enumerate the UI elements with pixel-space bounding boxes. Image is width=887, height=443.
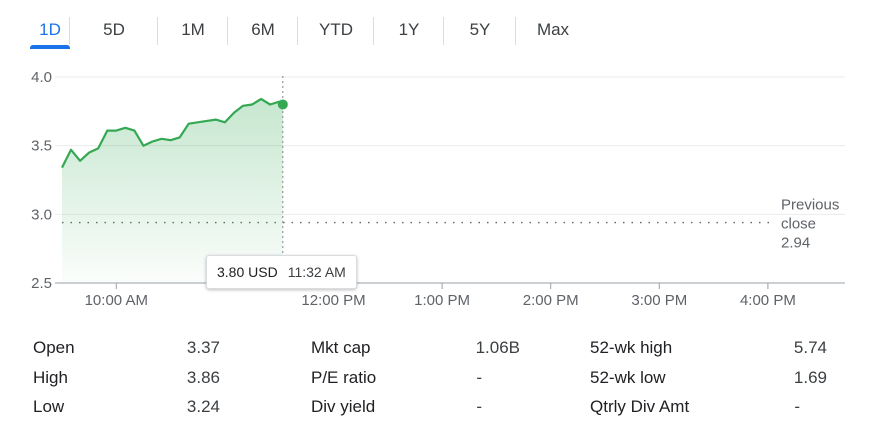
- stat-value: 5.74: [793, 338, 827, 357]
- tab-label: YTD: [319, 20, 353, 39]
- stat-value: 3.86: [186, 367, 220, 387]
- stat-label: High: [33, 367, 68, 387]
- y-axis: 4.0 3.5 3.0 2.5: [31, 69, 52, 292]
- stat-label: Mkt cap: [311, 338, 371, 357]
- tab-label: Max: [536, 20, 570, 39]
- tab-1d[interactable]: 1D: [30, 14, 70, 49]
- y-tick-label: 2.5: [31, 275, 52, 292]
- key-stats: Open 3.37 Mkt cap 1.06B 52-wk high 5.74 …: [0, 333, 887, 422]
- price-tooltip: 3.80 USD 11:32 AM: [206, 255, 357, 289]
- tooltip-time: 11:32 AM: [287, 264, 346, 280]
- x-axis: 10:00 AM 12:00 PM 1:00 PM 2:00 PM 3:00 PM 4:0…: [85, 283, 796, 309]
- stat-value: 3.24: [186, 397, 220, 416]
- tooltip-price: 3.80 USD: [217, 264, 278, 280]
- x-tick-label: 12:00 PM: [301, 292, 365, 309]
- stat-value: -: [476, 367, 482, 387]
- tab-5d[interactable]: 5D: [70, 14, 158, 46]
- x-tick-label: 10:00 AM: [85, 292, 148, 309]
- tab-1m[interactable]: 1M: [158, 14, 228, 46]
- tab-label: 1M: [181, 20, 205, 39]
- stat-label: Open: [33, 338, 75, 357]
- stats-row: High 3.86 P/E ratio - 52-wk low 1.69: [0, 363, 887, 393]
- tab-max[interactable]: Max: [516, 14, 590, 46]
- stat-label: Low: [33, 397, 65, 416]
- previous-close-label: Previous: [781, 197, 839, 214]
- stat-value: 3.37: [186, 338, 220, 357]
- stat-value: 1.06B: [475, 338, 520, 357]
- time-range-tabs: 1D 5D 1M 6M YTD 1Y 5Y Max: [30, 14, 590, 49]
- stat-value: 1.69: [793, 367, 827, 387]
- y-tick-label: 3.0: [31, 206, 52, 223]
- tab-label: 1Y: [398, 20, 420, 39]
- stat-value: -: [794, 397, 800, 416]
- x-tick-label: 4:00 PM: [740, 292, 796, 309]
- previous-close-label: close: [781, 216, 816, 233]
- stats-row: Open 3.37 Mkt cap 1.06B 52-wk high 5.74: [0, 333, 887, 363]
- stat-label: P/E ratio: [311, 367, 377, 387]
- stats-row: Low 3.24 Div yield - Qtrly Div Amt -: [0, 392, 887, 422]
- x-tick-label: 1:00 PM: [414, 292, 470, 309]
- x-tick-label: 3:00 PM: [631, 292, 687, 309]
- stat-value: -: [476, 397, 482, 416]
- stat-label: Div yield: [311, 397, 376, 416]
- tab-label: 5Y: [469, 20, 491, 39]
- tab-label: 1D: [39, 20, 61, 39]
- previous-close-value: 2.94: [781, 235, 810, 252]
- tab-label: 6M: [251, 20, 275, 39]
- cursor-dot: [277, 99, 288, 110]
- stat-label: 52-wk low: [590, 367, 666, 387]
- y-tick-label: 4.0: [31, 69, 52, 86]
- price-chart[interactable]: 4.0 3.5 3.0 2.5 10:00 AM 12:00 PM 1:00 PM 2:00…: [0, 60, 887, 318]
- stat-label: 52-wk high: [590, 338, 673, 357]
- y-tick-label: 3.5: [31, 138, 52, 155]
- tab-5y[interactable]: 5Y: [444, 14, 516, 46]
- stat-label: Qtrly Div Amt: [590, 397, 690, 416]
- tab-ytd[interactable]: YTD: [298, 14, 374, 46]
- tab-1y[interactable]: 1Y: [374, 14, 444, 46]
- x-tick-label: 2:00 PM: [523, 292, 579, 309]
- price-area: [62, 99, 283, 283]
- price-line: [61, 97, 284, 169]
- tab-6m[interactable]: 6M: [228, 14, 298, 46]
- tab-label: 5D: [103, 20, 125, 39]
